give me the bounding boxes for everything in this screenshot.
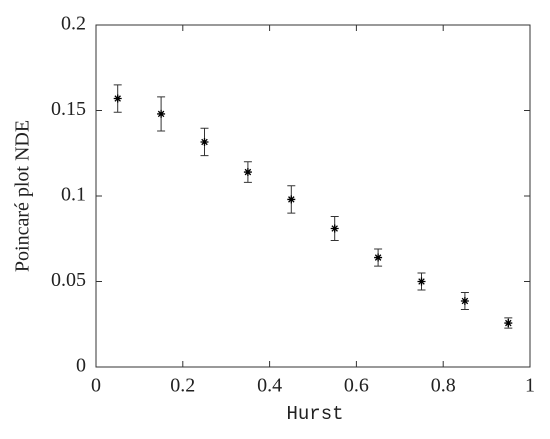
x-tick-label: 0.4 bbox=[257, 375, 282, 397]
marker bbox=[460, 296, 469, 305]
y-tick-label: 0.05 bbox=[51, 269, 86, 291]
marker bbox=[157, 109, 166, 118]
marker bbox=[200, 137, 209, 146]
y-axis-label: Poincaré plot NDE bbox=[12, 120, 34, 272]
marker bbox=[504, 319, 513, 328]
x-tick-label: 0.2 bbox=[170, 375, 195, 397]
marker bbox=[330, 224, 339, 233]
y-tick-label: 0.15 bbox=[51, 98, 86, 120]
marker bbox=[374, 253, 383, 262]
marker bbox=[287, 195, 296, 204]
x-tick-label: 1 bbox=[525, 375, 535, 397]
plot-frame bbox=[95, 24, 531, 368]
marker bbox=[243, 168, 252, 177]
x-tick-label: 0 bbox=[91, 375, 101, 397]
marker bbox=[113, 94, 122, 103]
marker bbox=[417, 277, 426, 286]
y-tick-label: 0 bbox=[76, 355, 86, 377]
y-tick-label: 0.2 bbox=[61, 13, 86, 35]
x-tick-label: 0.6 bbox=[344, 375, 369, 397]
y-tick-label: 0.1 bbox=[61, 184, 86, 206]
x-tick-label: 0.8 bbox=[431, 375, 456, 397]
x-axis-label: Hurst bbox=[286, 403, 343, 425]
